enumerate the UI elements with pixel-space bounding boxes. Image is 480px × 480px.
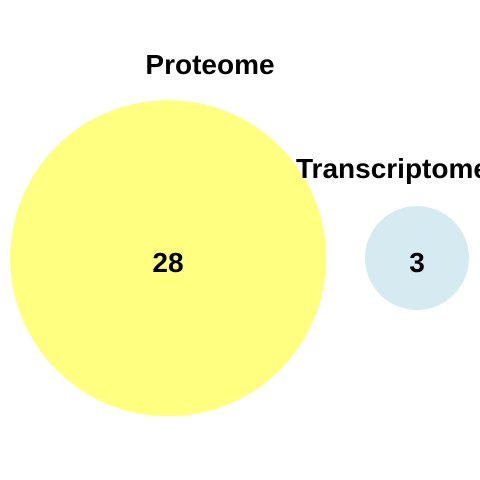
transcriptome-label: Transcriptome bbox=[296, 153, 480, 184]
transcriptome-circle bbox=[365, 206, 469, 310]
proteome-count: 28 bbox=[152, 247, 183, 278]
proteome-circle bbox=[10, 100, 326, 416]
transcriptome-count: 3 bbox=[409, 247, 425, 278]
proteome-label: Proteome bbox=[145, 49, 274, 80]
